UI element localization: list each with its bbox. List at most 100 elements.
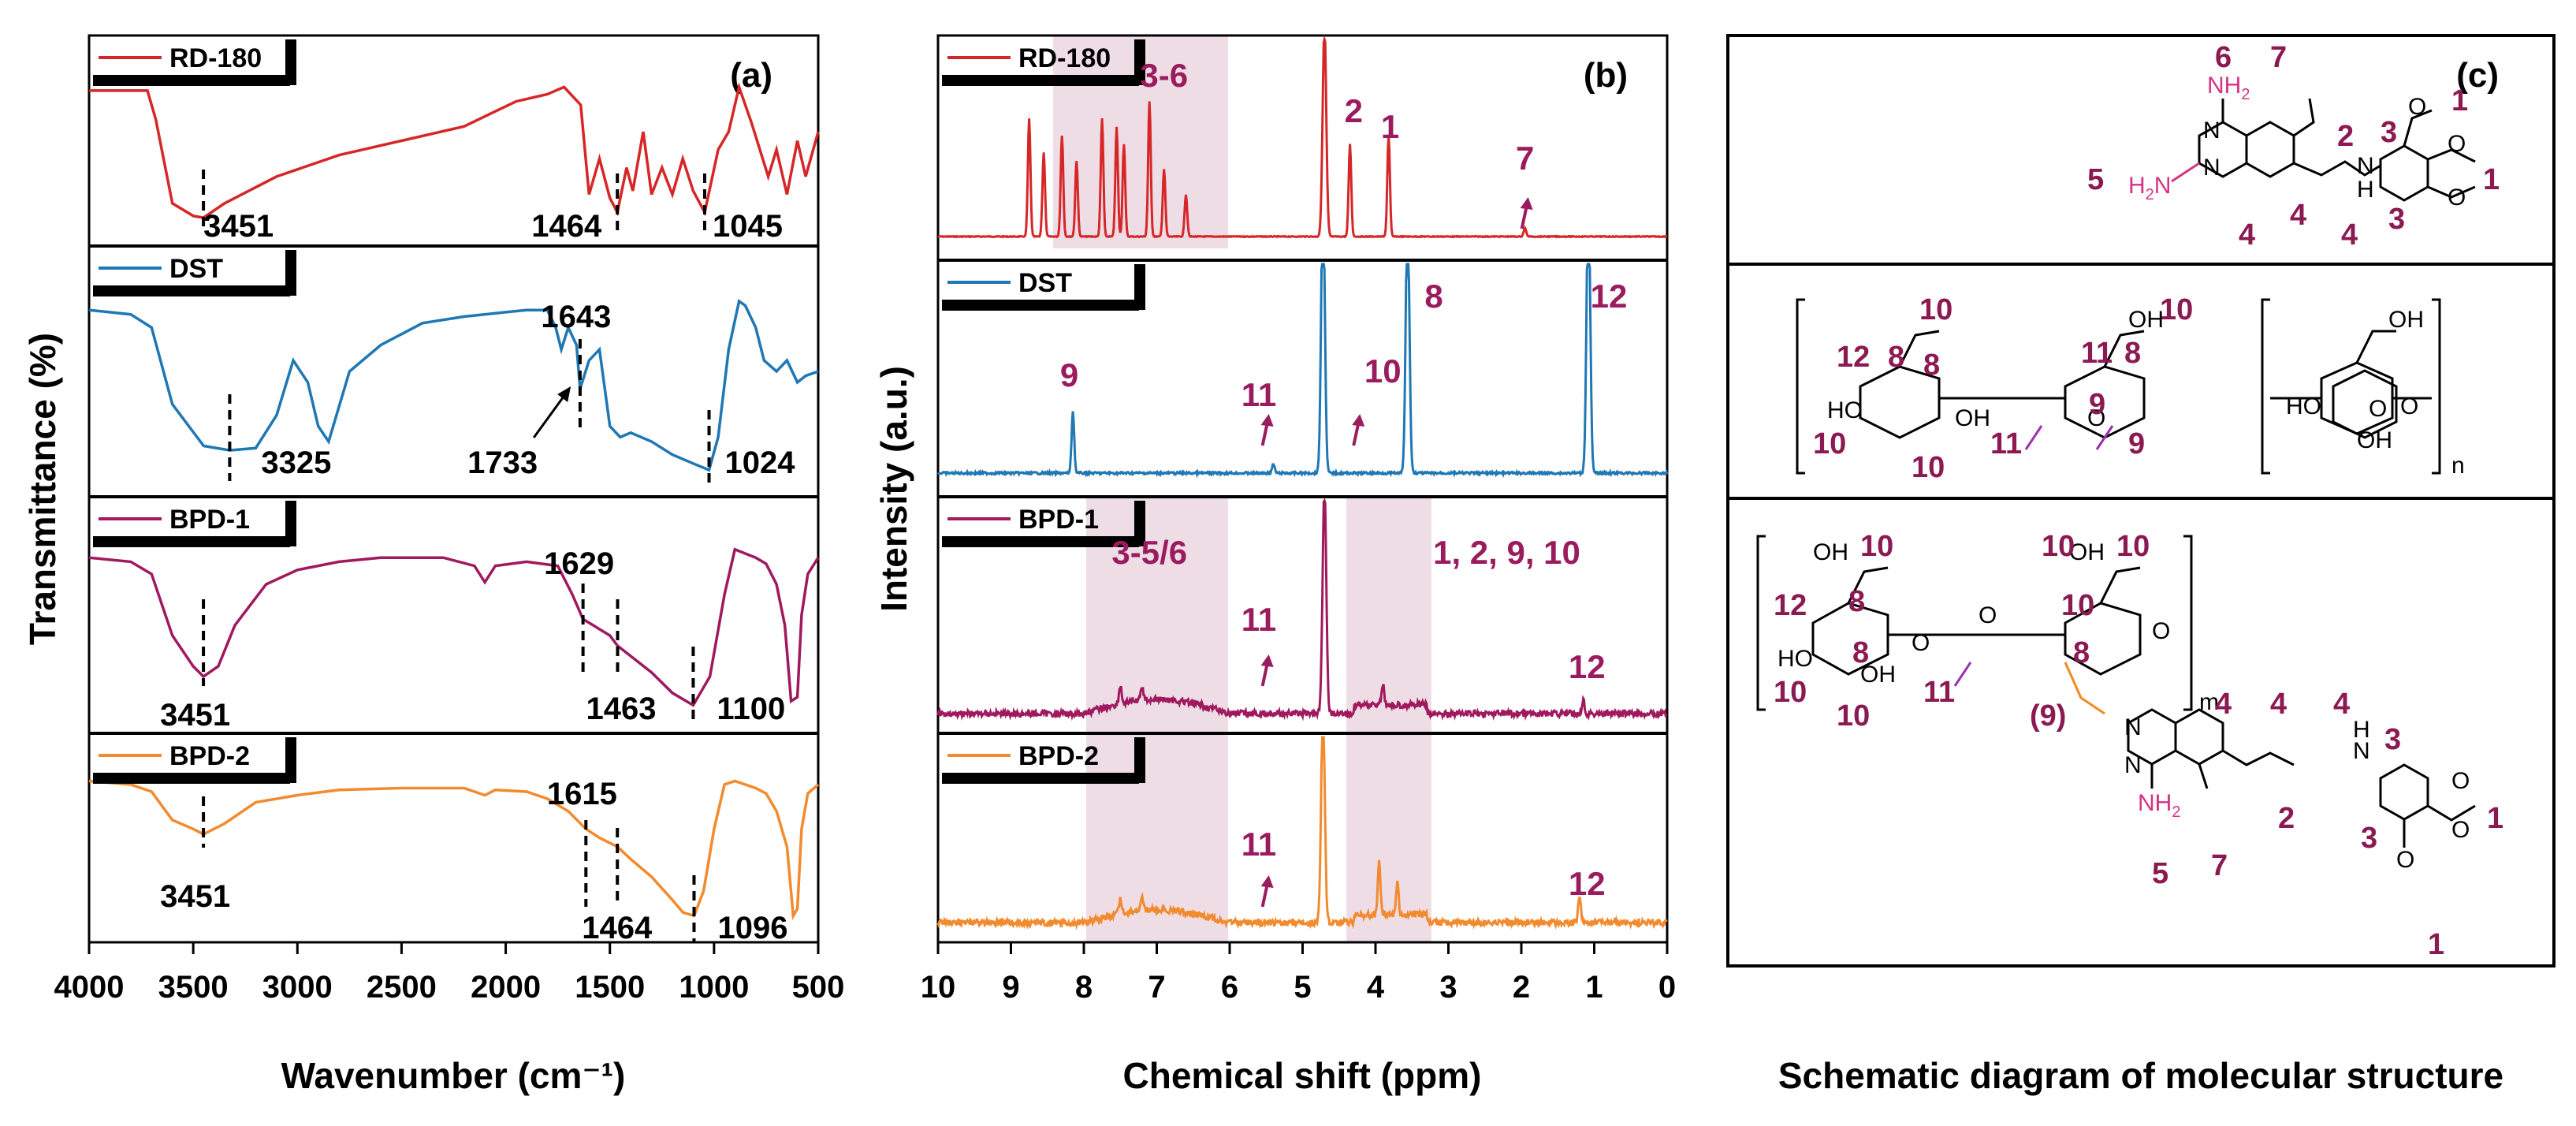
nmr-legend-shadow [1134, 39, 1145, 85]
atom-o: O [2152, 618, 2170, 644]
ftir-arrow-head [557, 386, 571, 402]
nmr-arrow [1260, 884, 1269, 908]
ftir-legend-label: BPD-2 [169, 741, 250, 771]
nmr-peak-label: 12 [1569, 865, 1606, 902]
atom-o: O [1912, 630, 1930, 656]
nmr-tick-label: 1 [1585, 970, 1603, 1005]
atom-n-subscript: n [2451, 453, 2465, 479]
atom-n: N [2353, 738, 2370, 764]
label-4: 4 [2333, 688, 2350, 721]
panel-label-b: (b) [1584, 56, 1628, 95]
ftir-peak-label: 1024 [725, 446, 796, 480]
atom-h2n: H2N [2128, 173, 2171, 203]
label-8: 8 [2073, 636, 2090, 669]
label-9: 9 [2128, 427, 2145, 460]
nmr-tick-label: 0 [1658, 970, 1676, 1005]
bond-aldehyde-1 [2024, 425, 2043, 450]
label-3: 3 [2388, 203, 2405, 236]
bracket-left [1756, 535, 1766, 711]
label-8: 8 [1852, 636, 1869, 669]
label-10: 10 [1813, 427, 1846, 460]
atom-n: N [2203, 155, 2220, 181]
atom-oh: OH [2357, 427, 2392, 453]
nmr-arrow-head [1260, 414, 1274, 427]
label-12: 12 [1774, 589, 1807, 622]
atom-oh: OH [2388, 307, 2424, 333]
label-11: 11 [1990, 427, 2022, 460]
nmr-legend-shadow [942, 773, 1139, 784]
bond-ch2oh-1 [2355, 330, 2396, 364]
label-10: 10 [1860, 530, 1893, 563]
ftir-frame [87, 34, 820, 944]
atom-oh: OH [1860, 662, 1896, 688]
label-4: 4 [2341, 218, 2358, 252]
nmr-peak-label: 7 [1516, 140, 1534, 177]
molecule-rd180: N N NH2 H2N N H O O O 6 7 2 1 3 5 3 1 4 … [2087, 41, 2500, 252]
label-8: 8 [1923, 349, 1940, 382]
label-3: 3 [2384, 723, 2401, 756]
nmr-peak-label: 9 [1060, 356, 1078, 393]
ftir-curves [88, 82, 820, 921]
label-10: 10 [1919, 293, 1952, 326]
label-8: 8 [1848, 585, 1865, 618]
bond-linker [2293, 160, 2381, 177]
ftir-legend-shadow [93, 536, 290, 547]
label-9: 9 [2089, 388, 2105, 421]
label-8: 8 [2124, 337, 2141, 370]
bond-h2n [2171, 162, 2200, 183]
bond-ome-2 [2427, 148, 2476, 163]
atom-o: O [2396, 847, 2414, 873]
nmr-peak-label: 12 [1569, 648, 1606, 685]
ftir-x-ticks: 4000 3500 3000 2500 2000 1500 1000 500 [54, 942, 844, 1005]
nmr-peak-label: 11 [1241, 826, 1276, 863]
atom-o: O [1979, 602, 1997, 628]
nmr-tick-label: 3 [1439, 970, 1457, 1005]
nmr-peak-label: 1 [1381, 108, 1399, 145]
atom-m-subscript: m [2199, 689, 2219, 715]
bond-ch2oh-a [1847, 566, 1889, 604]
ftir-tick-label: 3500 [158, 970, 229, 1005]
nmr-peak-label: 11 [1241, 376, 1276, 413]
ftir-legend: RD-180 DST BPD-1 BPD-2 [93, 39, 296, 784]
nmr-legend-label: BPD-1 [1018, 505, 1099, 535]
label-9: (9) [2030, 699, 2066, 733]
structure-frame [1726, 34, 2556, 968]
label-3: 3 [2361, 822, 2377, 855]
bond-ch2oh-a [1898, 330, 1940, 367]
atom-o: O [2451, 817, 2470, 843]
nmr-arrow-head [1352, 414, 1365, 427]
nmr-tick-label: 6 [1221, 970, 1238, 1005]
nmr-peak-label: 3-6 [1140, 57, 1188, 94]
ftir-peak-label: 1045 [713, 209, 783, 244]
atom-nh2: NH2 [2207, 73, 2250, 103]
nmr-tick-label: 4 [1367, 970, 1385, 1005]
bond-ch2oh-b [2103, 330, 2145, 367]
nmr-legend-shadow [942, 75, 1139, 86]
atom-oh: OH [1955, 405, 1990, 431]
label-10: 10 [2042, 530, 2075, 563]
panel-label-a: (a) [730, 56, 772, 95]
ftir-series-line [89, 82, 820, 219]
label-11: 11 [2081, 337, 2113, 370]
label-1: 1 [2451, 84, 2468, 117]
atom-o: O [2451, 768, 2470, 794]
ftir-legend-shadow [285, 250, 296, 296]
nmr-tick-label: 7 [1148, 970, 1165, 1005]
ftir-peak-label: 1615 [547, 777, 617, 811]
label-7: 7 [2211, 849, 2228, 882]
ftir-x-label: Wavenumber (cm⁻¹) [281, 1055, 626, 1096]
nmr-series-line [936, 263, 1669, 479]
ftir-legend-shadow [93, 75, 290, 86]
molecule-bpd: OH OH HO OH O O O m N N N N H NH2 O O O … [1756, 530, 2503, 961]
label-4: 4 [2239, 218, 2255, 252]
nmr-frame [936, 34, 1669, 944]
atom-ho: HO [1778, 646, 1813, 672]
nmr-arrow [1260, 423, 1269, 446]
atom-h: H [2357, 177, 2374, 203]
ftir-peak-label: 1733 [467, 446, 538, 480]
ftir-tick-label: 2000 [471, 970, 541, 1005]
nmr-series-line [937, 35, 1668, 239]
atom-o: O [2400, 393, 2418, 419]
nmr-arrow-head [1520, 197, 1533, 210]
